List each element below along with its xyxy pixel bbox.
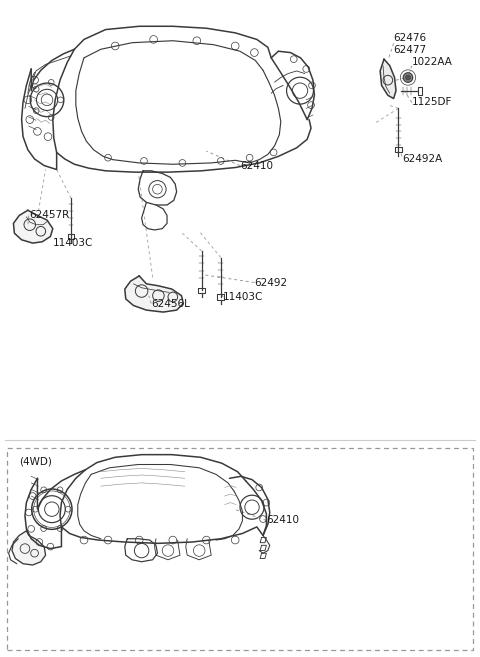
Text: 11403C: 11403C [53,238,93,248]
Text: 11403C: 11403C [223,292,264,302]
Circle shape [406,75,410,80]
Text: 62410: 62410 [240,160,273,171]
Text: 62410: 62410 [266,515,300,526]
FancyBboxPatch shape [7,448,473,650]
Polygon shape [13,210,53,243]
Circle shape [403,73,413,82]
Polygon shape [125,276,183,312]
Text: 62492A: 62492A [402,154,443,164]
Text: 62477: 62477 [394,45,427,55]
Text: 62476: 62476 [394,33,427,43]
Text: (4WD): (4WD) [19,456,52,466]
Polygon shape [380,59,396,99]
Text: 62492: 62492 [254,277,288,288]
Text: 62457R: 62457R [29,210,69,221]
Text: 1022AA: 1022AA [412,57,453,67]
Text: 62456L: 62456L [151,298,190,309]
Polygon shape [12,531,46,565]
Text: 1125DF: 1125DF [412,97,452,108]
